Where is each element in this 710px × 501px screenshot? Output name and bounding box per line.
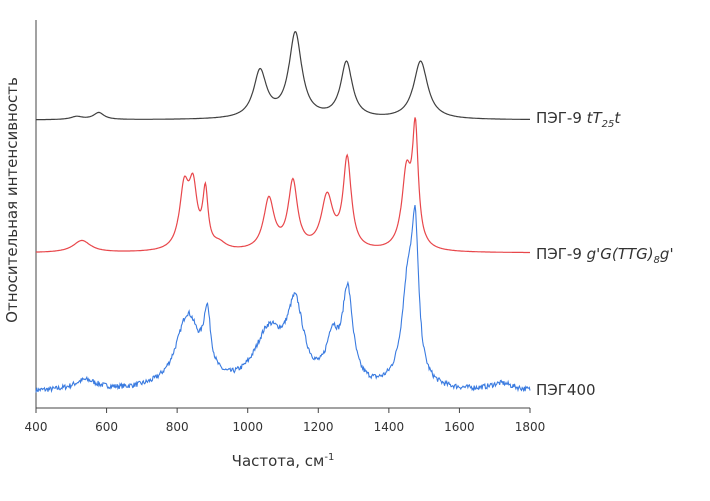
x-tick-label-1400: 1400: [374, 420, 405, 434]
y-axis-title: Относительная интенсивность: [3, 77, 21, 323]
x-tick-label-1600: 1600: [444, 420, 475, 434]
axes: [35, 20, 530, 409]
series-line-1: [35, 31, 530, 121]
series-label-pegt9-helix: ПЭГ-9 g'G(TTG)8g': [536, 245, 674, 266]
series-line-2: [35, 117, 530, 254]
traces: [35, 31, 531, 394]
series-label-pegt9-ttt: ПЭГ-9 tT25t: [536, 109, 621, 130]
x-tick-label-600: 600: [95, 420, 118, 434]
x-tick-label-1800: 1800: [515, 420, 546, 434]
x-tick-label-1000: 1000: [232, 420, 263, 434]
x-axis-title: Частота, см-1: [232, 452, 335, 470]
x-ticks: 400 600 800 1000 1200 1400 1600 1800: [25, 408, 546, 434]
series-label-peg400: ПЭГ400: [536, 381, 596, 399]
x-tick-label-400: 400: [25, 420, 48, 434]
x-tick-label-800: 800: [166, 420, 189, 434]
x-axis-title-superscript: -1: [324, 452, 334, 463]
series-line-3: [35, 205, 531, 394]
x-tick-label-1200: 1200: [303, 420, 334, 434]
